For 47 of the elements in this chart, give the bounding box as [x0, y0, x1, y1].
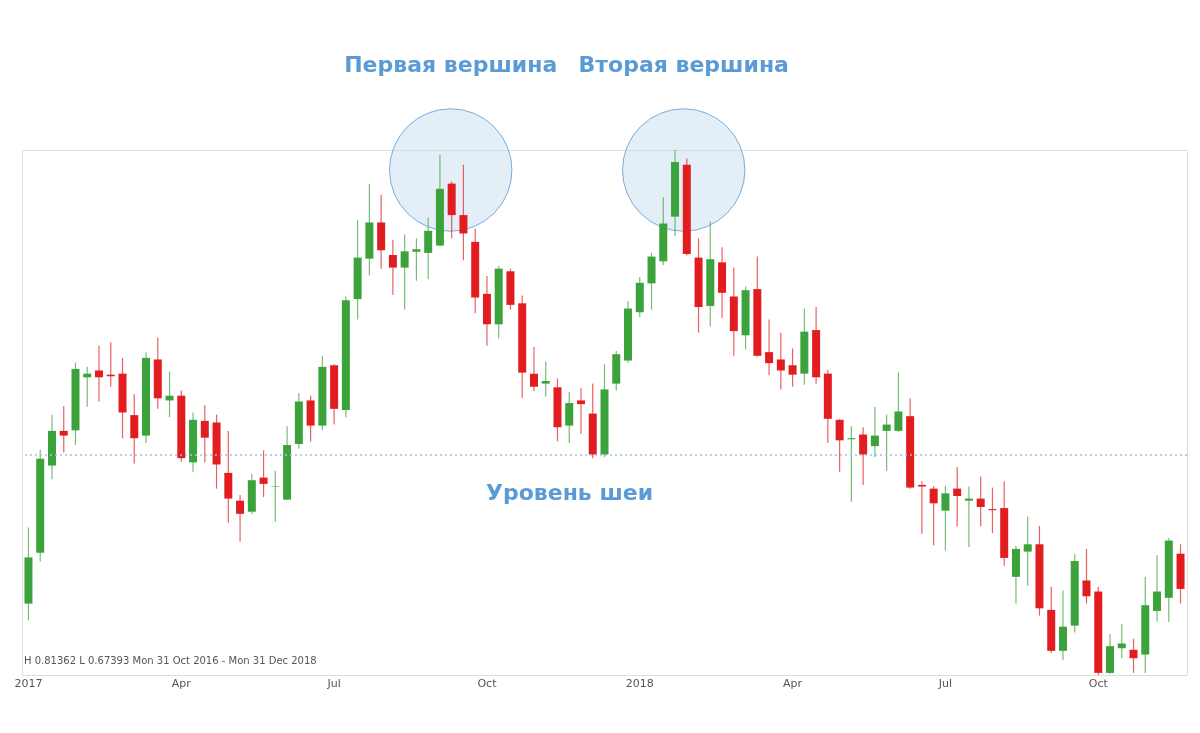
candlestick [964, 485, 973, 548]
x-tick-label: Oct [477, 676, 498, 690]
candlestick [917, 480, 926, 535]
candlestick [529, 346, 538, 392]
candlestick [882, 414, 891, 472]
x-tick-label: Jul [937, 676, 953, 690]
text: Первая вершина [344, 52, 558, 77]
x-tick-label: Apr [171, 676, 192, 690]
candlestick [765, 318, 774, 376]
candlestick [200, 404, 209, 463]
candlestick [271, 470, 280, 523]
candlestick [929, 485, 938, 546]
ref-line-label: Уровень шеи [485, 480, 654, 506]
candlestick [847, 425, 856, 503]
x-tick-label: 2017 [14, 676, 43, 690]
candlestick [1082, 548, 1091, 605]
candlestick [835, 418, 844, 473]
x-tick-label: Apr [783, 676, 803, 690]
candlestick [976, 475, 985, 528]
candlestick [953, 466, 962, 528]
candlestick [859, 426, 868, 486]
candlestick [259, 449, 268, 498]
candlestick [59, 405, 68, 453]
candlestick [776, 332, 785, 390]
candlestick [565, 391, 574, 444]
annotation: H 0.81362 L 0.67393 Mon 31 Oct 2016 - Mon 31 Dec 2018 [24, 655, 317, 666]
text: Вторая вершина [578, 52, 789, 77]
candlestick [541, 360, 550, 398]
candlestick [400, 233, 409, 311]
candlestick [236, 494, 245, 543]
x-tick-label: Oct [1088, 676, 1109, 690]
candlestick [870, 406, 879, 458]
candlestick [1153, 554, 1162, 623]
candlestick [894, 372, 903, 433]
candlestick [130, 393, 139, 465]
x-tick-label: Jul [326, 676, 341, 690]
candlestick [576, 387, 585, 435]
candlestick [424, 217, 433, 280]
candlestick [1023, 515, 1032, 587]
candlestick [388, 239, 397, 296]
candlestick [1129, 638, 1138, 674]
candlestick [788, 347, 797, 388]
candlestick [412, 237, 421, 282]
x-tick-label: 2018 [625, 676, 654, 690]
candlestick [941, 485, 950, 552]
candlestick [459, 164, 468, 261]
candlestick [988, 486, 997, 534]
